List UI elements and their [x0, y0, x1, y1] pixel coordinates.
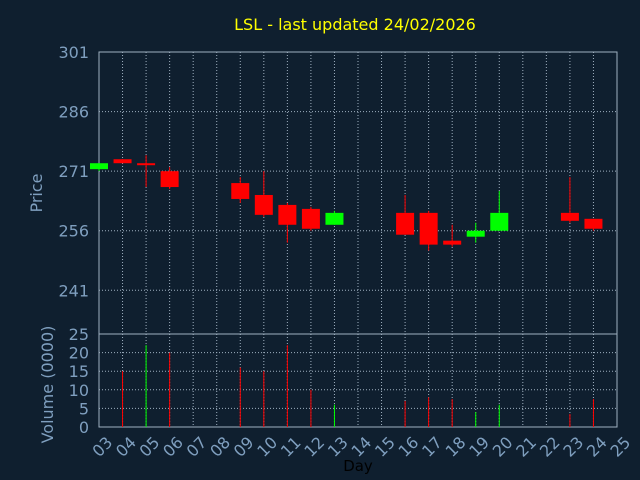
candle-body [325, 212, 344, 225]
candle-body [584, 218, 603, 229]
candle-body [443, 240, 462, 245]
price-axis-title: Price [27, 173, 46, 212]
candle-body [419, 212, 438, 245]
candle-body [278, 204, 297, 225]
volume-tick-label: 25 [69, 325, 89, 344]
volume-tick-label: 0 [79, 418, 89, 437]
x-tick-label: 25 [606, 433, 634, 461]
volume-tick-label: 5 [79, 399, 89, 418]
candle-body [90, 163, 108, 170]
candle-body [560, 212, 579, 221]
chart-title: LSL - last updated 24/02/2026 [234, 15, 476, 34]
candle-body [113, 159, 132, 164]
price-tick-label: 301 [58, 43, 89, 62]
candle-body [231, 183, 250, 199]
volume-panel-frame [98, 333, 618, 428]
candle-body [396, 212, 415, 235]
price-tick-label: 286 [58, 103, 89, 122]
price-tick-label: 256 [58, 222, 89, 241]
price-tick-label: 271 [58, 162, 89, 181]
candle-body [160, 171, 179, 188]
volume-tick-label: 10 [69, 381, 89, 400]
candle-body [490, 212, 509, 231]
candle-body [254, 194, 273, 215]
price-tick-label: 241 [58, 281, 89, 300]
candle-body [466, 230, 485, 237]
x-axis-title: Day [343, 457, 373, 475]
candle-body [301, 208, 320, 229]
volume-tick-label: 20 [69, 344, 89, 363]
volume-tick-label: 15 [69, 362, 89, 381]
volume-axis-title: Volume (0000) [38, 326, 57, 444]
candle-body [137, 163, 156, 166]
